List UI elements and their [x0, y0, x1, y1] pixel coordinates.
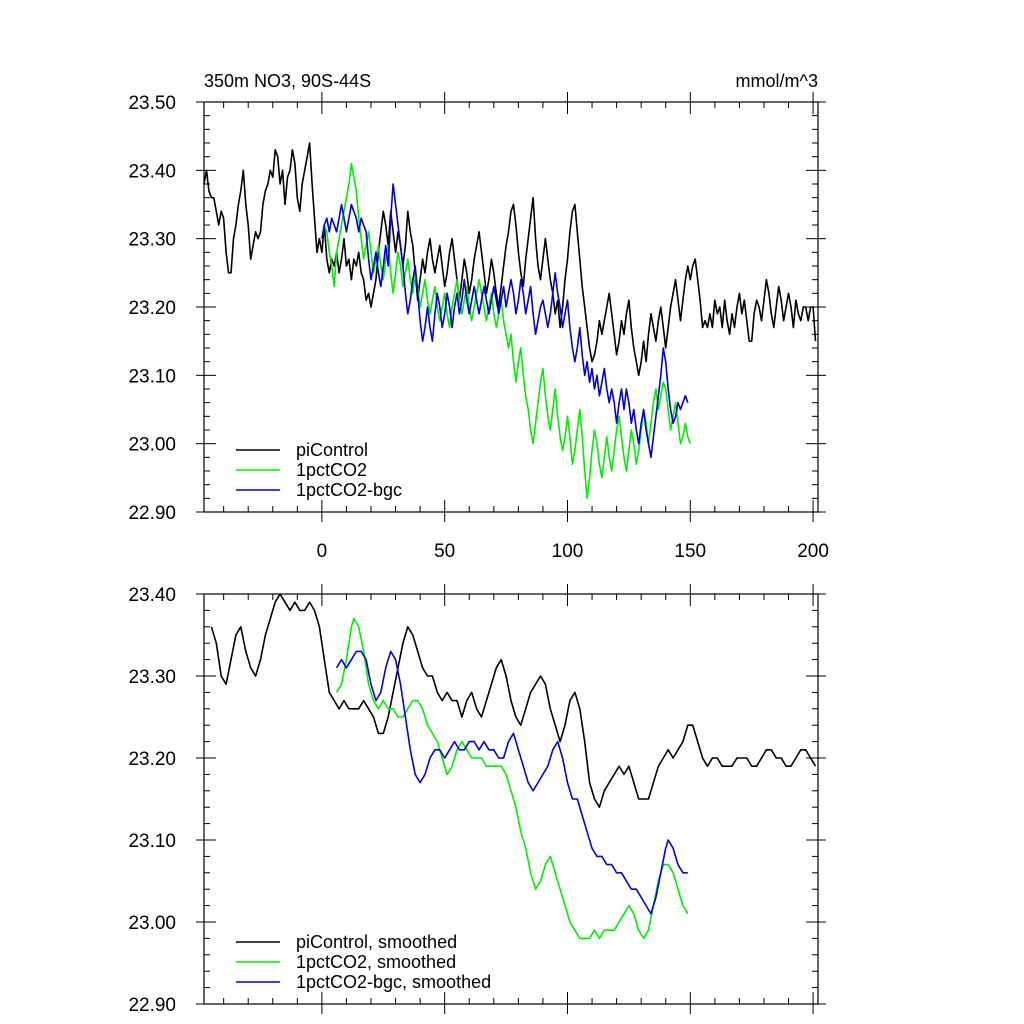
top-legend-label-2: 1pctCO2 — [296, 460, 367, 480]
bottom-y-tick-label: 23.40 — [128, 585, 176, 606]
top-series-line-1 — [203, 142, 817, 377]
top-x-tick-label: 50 — [434, 541, 455, 562]
top-x-tick-label: 150 — [674, 541, 706, 562]
bottom-y-tick-label: 23.10 — [128, 831, 176, 852]
bottom-y-tick-label: 23.00 — [128, 913, 176, 934]
top-series-line-2 — [321, 162, 692, 500]
top-y-tick-label: 23.40 — [128, 161, 176, 182]
bottom-legend-label-3: 1pctCO2-bgc, smoothed — [296, 972, 491, 992]
bottom-y-tick-label: 23.20 — [128, 749, 176, 770]
top-x-tick-label: 200 — [797, 541, 829, 562]
bottom-panel: 22.90 23.00 23.10 23.20 23.30 23.40 piControl,… — [128, 584, 826, 1016]
top-y-tick-label: 23.20 — [128, 298, 176, 319]
top-x-tick-label: 100 — [552, 541, 584, 562]
top-y-tick-label: 23.30 — [128, 230, 176, 251]
bottom-y-tick-label: 22.90 — [128, 995, 176, 1016]
top-chart-units: mmol/m^3 — [736, 71, 818, 91]
top-series-line-3 — [321, 183, 689, 459]
bottom-ticks — [196, 584, 826, 1014]
bottom-series-line-1 — [210, 593, 817, 808]
top-y-tick-label: 22.90 — [128, 503, 176, 524]
bottom-series-line-3 — [335, 650, 688, 915]
bottom-series-line-2 — [335, 617, 689, 940]
top-legend-label-3: 1pctCO2-bgc — [296, 480, 402, 500]
top-legend-label-1: piControl — [296, 440, 368, 460]
top-y-tick-label: 23.50 — [128, 93, 176, 114]
top-ticks — [196, 92, 826, 522]
top-x-tick-label: 0 — [317, 541, 328, 562]
bottom-legend-label-1: piControl, smoothed — [296, 932, 457, 952]
top-chart-title: 350m NO3, 90S-44S — [204, 71, 371, 91]
top-y-tick-label: 23.10 — [128, 366, 176, 387]
bottom-legend-label-2: 1pctCO2, smoothed — [296, 952, 456, 972]
top-panel: 350m NO3, 90S-44S mmol/m^3 22.90 23.00 23.… — [128, 71, 828, 562]
bottom-y-tick-label: 23.30 — [128, 667, 176, 688]
bottom-plot-frame — [203, 593, 819, 1005]
top-y-tick-label: 23.00 — [128, 435, 176, 456]
